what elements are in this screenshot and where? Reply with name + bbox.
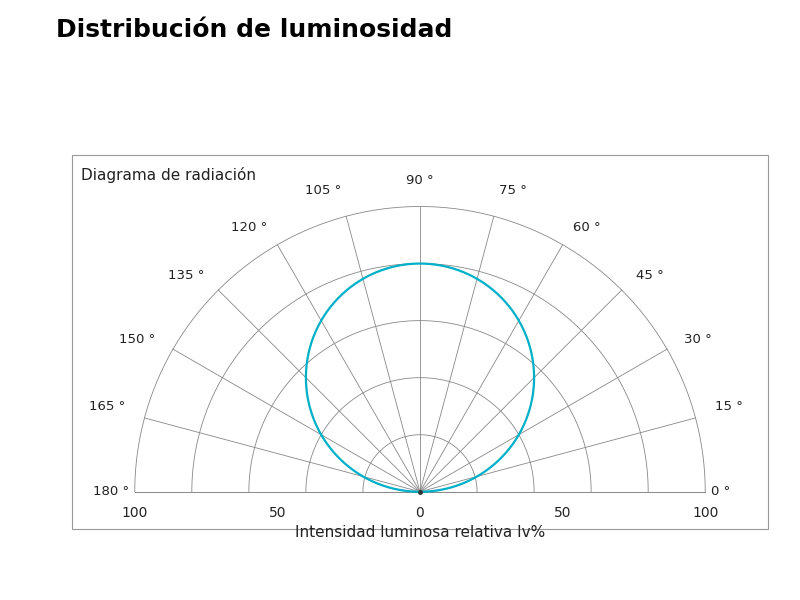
Text: 105 °: 105 ° [305,184,341,197]
Text: 135 °: 135 ° [168,269,204,283]
Text: 60 °: 60 ° [573,221,600,234]
Text: 50: 50 [269,506,286,520]
Text: 50: 50 [554,506,571,520]
Text: 90 °: 90 ° [406,173,434,187]
Text: Intensidad luminosa relativa Iv%: Intensidad luminosa relativa Iv% [295,524,545,539]
Text: 100: 100 [122,506,148,520]
Text: 0: 0 [416,506,424,520]
Text: 100: 100 [692,506,718,520]
Text: 165 °: 165 ° [89,400,125,413]
Text: 75 °: 75 ° [499,184,527,197]
Text: 30 °: 30 ° [684,332,712,346]
Text: 150 °: 150 ° [119,332,156,346]
Text: 120 °: 120 ° [231,221,267,234]
Text: 45 °: 45 ° [636,269,663,283]
Text: 15 °: 15 ° [715,400,742,413]
Text: 180 °: 180 ° [93,485,129,498]
Text: Diagrama de radiación: Diagrama de radiación [81,167,255,182]
Text: 0 °: 0 ° [711,485,730,498]
Text: Distribución de luminosidad: Distribución de luminosidad [56,18,452,42]
